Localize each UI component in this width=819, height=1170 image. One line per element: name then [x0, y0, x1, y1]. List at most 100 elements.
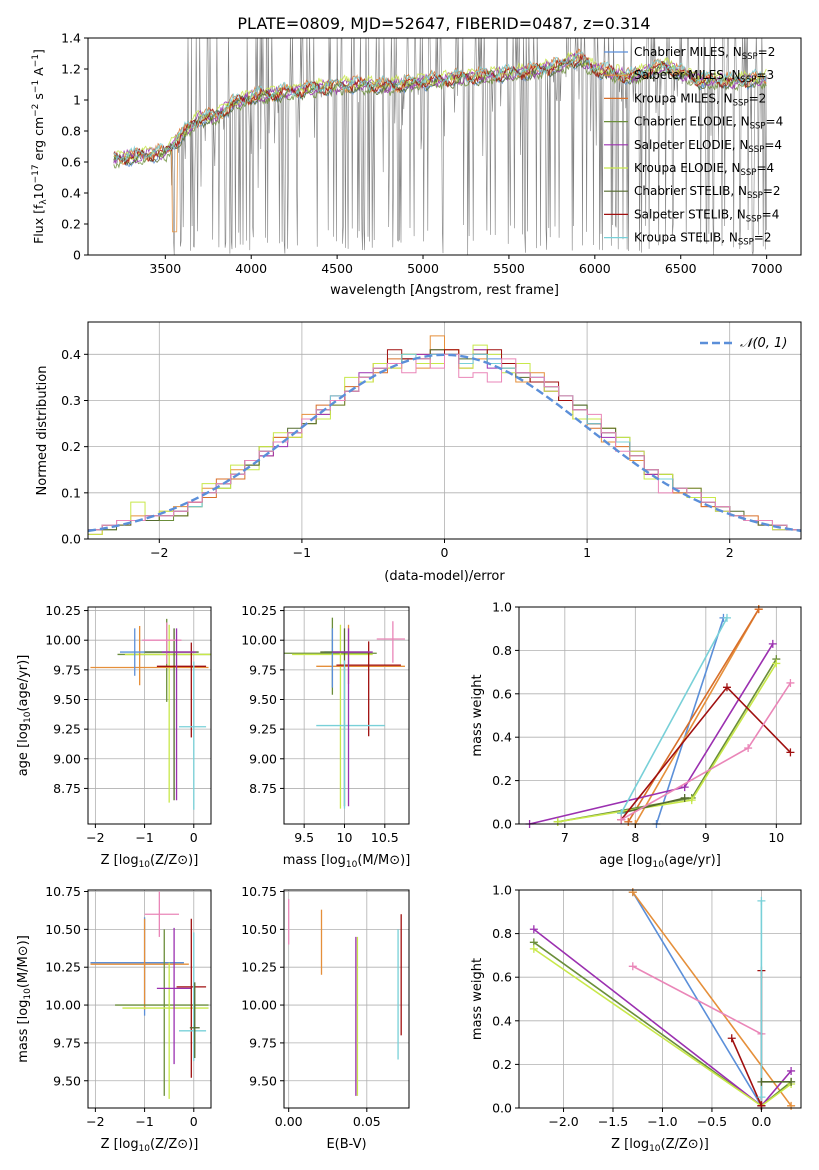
- series-line: [730, 1037, 763, 1107]
- legend-entry: Salpeter STELIB, NSSP=4: [634, 207, 779, 224]
- y-tick-label: 9.25: [53, 722, 81, 737]
- series-marker: [687, 796, 696, 805]
- x-tick-label: −2: [86, 830, 104, 845]
- axes-frame: [283, 606, 410, 825]
- legend-entry: Chabrier ELODIE, NSSP=4: [634, 115, 783, 132]
- x-tick-label: 9.5: [294, 830, 314, 845]
- axes-frame: [518, 606, 802, 825]
- y-tick-label: 9.50: [249, 692, 277, 707]
- errorbars: [90, 891, 209, 1099]
- y-tick-label: 0.2: [61, 439, 81, 454]
- x-tick-label: −1.5: [598, 1114, 628, 1129]
- axes-frame: [87, 606, 212, 825]
- series-marker: [722, 613, 731, 622]
- errorbar: [90, 625, 209, 686]
- y-axis-label: Normed distribution: [35, 366, 50, 496]
- x-axis-label: mass [log10(M/M⊙)]: [283, 853, 411, 870]
- data-spectrum-line: [113, 38, 767, 255]
- y-tick-label: 9.50: [53, 1073, 81, 1088]
- series-line: [632, 891, 792, 1107]
- errorbar: [115, 929, 209, 1096]
- y-tick-label: 10.00: [241, 998, 277, 1013]
- legend-entry: Chabrier MILES, NSSP=2: [634, 45, 775, 62]
- y-tick-label: 10.00: [45, 633, 81, 648]
- x-tick-label: −1: [135, 830, 153, 845]
- x-tick-label: 0: [190, 1114, 198, 1129]
- x-tick-label: −0.5: [697, 1114, 727, 1129]
- y-tick-label: 1.4: [61, 31, 81, 46]
- series-marker: [529, 944, 538, 953]
- series-marker: [757, 1077, 766, 1086]
- y-tick-label: 0.8: [492, 643, 512, 658]
- x-tick-label: 3500: [149, 261, 181, 276]
- normal-curve: [88, 353, 801, 533]
- series-marker: [553, 817, 562, 826]
- series-marker: [787, 1066, 796, 1075]
- y-tick-label: 0.3: [61, 393, 81, 408]
- errorbar: [176, 918, 207, 1078]
- y-tick-label: 0.6: [61, 155, 81, 170]
- errorbar: [90, 918, 189, 1010]
- age-vs-metallicity-panel: −2 −1 0 8.75 9.00 9.25 9.50 9.75 10.00 10.25 Z [lo…: [16, 603, 212, 870]
- x-axis-label: E(B-V): [326, 1137, 366, 1152]
- legend-entry: Chabrier STELIB, NSSP=2: [634, 184, 781, 201]
- x-tick-label: 10.5: [371, 830, 399, 845]
- series-marker: [628, 962, 637, 971]
- series-marker: [757, 1093, 766, 1102]
- y-tick-label: 0.4: [492, 1013, 512, 1028]
- series-line: [632, 891, 763, 1107]
- errorbars: [288, 899, 402, 1096]
- model-spectrum-line: [113, 50, 767, 163]
- legend-entry: 𝒩(0, 1): [740, 336, 787, 351]
- x-tick-label: 0: [190, 830, 198, 845]
- y-tick-label: 0.1: [61, 485, 81, 500]
- figure-title: PLATE=0809, MJD=52647, FIBERID=0487, z=0…: [237, 14, 650, 33]
- series-marker: [757, 896, 766, 905]
- y-tick-label: 10.25: [45, 960, 81, 975]
- x-tick-label: 5000: [407, 261, 439, 276]
- y-tick-label: 10.00: [241, 633, 277, 648]
- y-tick-label: 9.75: [53, 1035, 81, 1050]
- series-line: [620, 617, 728, 814]
- y-tick-label: 9.75: [53, 662, 81, 677]
- errorbar: [336, 641, 401, 737]
- errorbar: [316, 660, 385, 809]
- axes-frame: [87, 889, 212, 1109]
- series-line: [627, 608, 760, 823]
- x-tick-label: 5500: [493, 261, 525, 276]
- x-tick-label: −1.0: [647, 1114, 677, 1129]
- y-tick-label: 10.50: [45, 922, 81, 937]
- grid: [519, 889, 801, 1109]
- series-marker: [722, 683, 731, 692]
- massweight-vs-age-panel: 7 8 9 10 0.0 0.2 0.4 0.6 0.8 1.0 age [log10(age/yr…: [470, 600, 802, 870]
- x-tick-label: 4500: [321, 261, 353, 276]
- y-tick-label: 1.0: [492, 883, 512, 898]
- y-tick-label: 0.4: [61, 347, 81, 362]
- errorbar: [156, 927, 192, 1065]
- mass-vs-ebv-panel: 0.00 0.05 9.50 9.75 10.00 10.25 10.50 10.75 E(B-…: [241, 884, 410, 1152]
- y-tick-label: 0.2: [492, 773, 512, 788]
- x-tick-label: 9: [702, 830, 710, 845]
- y-tick-label: 0.2: [492, 1057, 512, 1072]
- x-axis-label: Z [log10(Z/Z⊙)]: [101, 853, 199, 870]
- errorbar: [284, 617, 377, 695]
- y-tick-label: 8.75: [53, 781, 81, 796]
- y-tick-label: 10.25: [45, 603, 81, 618]
- series-line: [557, 658, 777, 823]
- grid: [284, 890, 409, 1108]
- y-tick-label: 10.75: [241, 884, 277, 899]
- y-tick-label: 10.50: [241, 922, 277, 937]
- series-marker: [624, 817, 633, 826]
- x-tick-label: −2.0: [548, 1114, 578, 1129]
- errorbar: [179, 661, 207, 810]
- series: [525, 605, 795, 828]
- x-tick-label: 7000: [751, 261, 783, 276]
- y-tick-label: 0.4: [61, 186, 81, 201]
- errorbar: [117, 618, 211, 702]
- y-tick-label: 0.6: [492, 686, 512, 701]
- axes-frame: [518, 889, 802, 1109]
- y-axis-label: age [log10(age/yr)]: [16, 655, 33, 777]
- series-marker: [617, 815, 626, 824]
- series-marker: [786, 678, 795, 687]
